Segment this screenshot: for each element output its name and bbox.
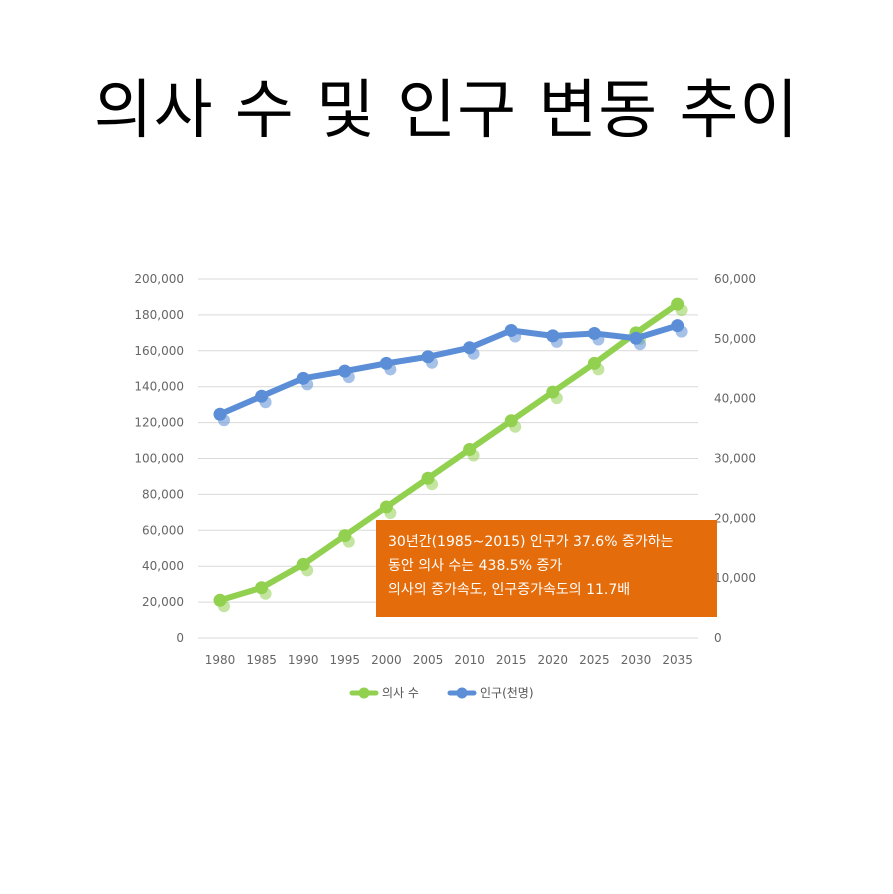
x-tick-label: 2035	[662, 653, 693, 667]
data-point	[463, 341, 477, 355]
right-tick-label: 40,000	[714, 392, 756, 406]
series-1	[213, 297, 688, 613]
data-point	[379, 356, 393, 370]
x-tick-label: 2030	[621, 653, 652, 667]
right-tick-label: 10,000	[714, 571, 756, 585]
data-point	[213, 593, 227, 607]
legend-label: 인구(천명)	[480, 685, 534, 700]
right-axis-ticks: 0 10,000 20,000 30,000 40,000 50,000 60,000	[714, 272, 756, 645]
x-tick-label: 2020	[538, 653, 569, 667]
data-point	[379, 500, 393, 514]
left-tick-label: 20,000	[142, 595, 184, 609]
data-point	[296, 371, 310, 385]
data-point	[671, 319, 685, 333]
data-point	[587, 326, 601, 340]
x-tick-label: 2015	[496, 653, 527, 667]
data-point	[421, 471, 435, 485]
left-tick-label: 120,000	[134, 416, 184, 430]
data-point	[338, 529, 352, 543]
data-point	[546, 329, 560, 343]
data-point	[296, 557, 310, 571]
callout-line-3: 의사의 증가속도, 인구증가속도의 11.7배	[388, 582, 631, 598]
data-point	[671, 297, 685, 311]
right-tick-label: 20,000	[714, 511, 756, 525]
right-tick-label: 50,000	[714, 332, 756, 346]
x-tick-label: 2010	[454, 653, 485, 667]
data-point	[629, 331, 643, 345]
left-tick-label: 0	[176, 631, 184, 645]
callout-line-2: 동안 의사 수는 438.5% 증가	[388, 558, 563, 574]
legend: 의사 수 인구(천명)	[349, 685, 534, 700]
right-tick-label: 0	[714, 631, 722, 645]
left-tick-label: 200,000	[134, 272, 184, 286]
callout-line-1: 30년간(1985~2015) 인구가 37.6% 증가하는	[388, 534, 674, 550]
data-point	[255, 581, 269, 595]
data-point	[213, 407, 227, 421]
left-axis-ticks: 0 20,000 40,000 60,000 80,000 100,000 120,000 1…	[134, 272, 184, 645]
series-2	[213, 319, 688, 427]
x-tick-label: 2025	[579, 653, 610, 667]
series-line	[217, 301, 681, 604]
callout-box: 30년간(1985~2015) 인구가 37.6% 증가하는 동안 의사 수는 …	[376, 520, 717, 617]
data-point	[463, 443, 477, 457]
data-point	[421, 350, 435, 364]
x-tick-label: 1980	[205, 653, 236, 667]
left-tick-label: 160,000	[134, 344, 184, 358]
data-point	[338, 364, 352, 378]
legend-label: 의사 수	[382, 686, 419, 700]
left-tick-label: 80,000	[142, 487, 184, 501]
series-line	[217, 322, 681, 418]
x-tick-label: 2005	[413, 653, 444, 667]
data-point	[587, 356, 601, 370]
x-tick-label: 1990	[288, 653, 319, 667]
data-point	[504, 414, 518, 428]
page-title: 의사 수 및 인구 변동 추이	[93, 74, 800, 148]
data-point	[546, 385, 560, 399]
legend-swatch-marker	[456, 687, 468, 699]
left-tick-label: 60,000	[142, 523, 184, 537]
x-axis-ticks: 1980 1985 1990 1995 2000 2005 2010 2015 2020 2025…	[205, 653, 693, 667]
data-point	[504, 323, 518, 337]
right-tick-label: 30,000	[714, 452, 756, 466]
x-tick-label: 1995	[330, 653, 361, 667]
right-tick-label: 60,000	[714, 272, 756, 286]
left-tick-label: 40,000	[142, 559, 184, 573]
data-point	[255, 389, 269, 403]
series-layer	[213, 297, 688, 613]
x-tick-label: 2000	[371, 653, 402, 667]
left-tick-label: 100,000	[134, 452, 184, 466]
left-tick-label: 180,000	[134, 308, 184, 322]
legend-swatch-marker	[358, 687, 370, 699]
x-tick-label: 1985	[246, 653, 277, 667]
left-tick-label: 140,000	[134, 380, 184, 394]
